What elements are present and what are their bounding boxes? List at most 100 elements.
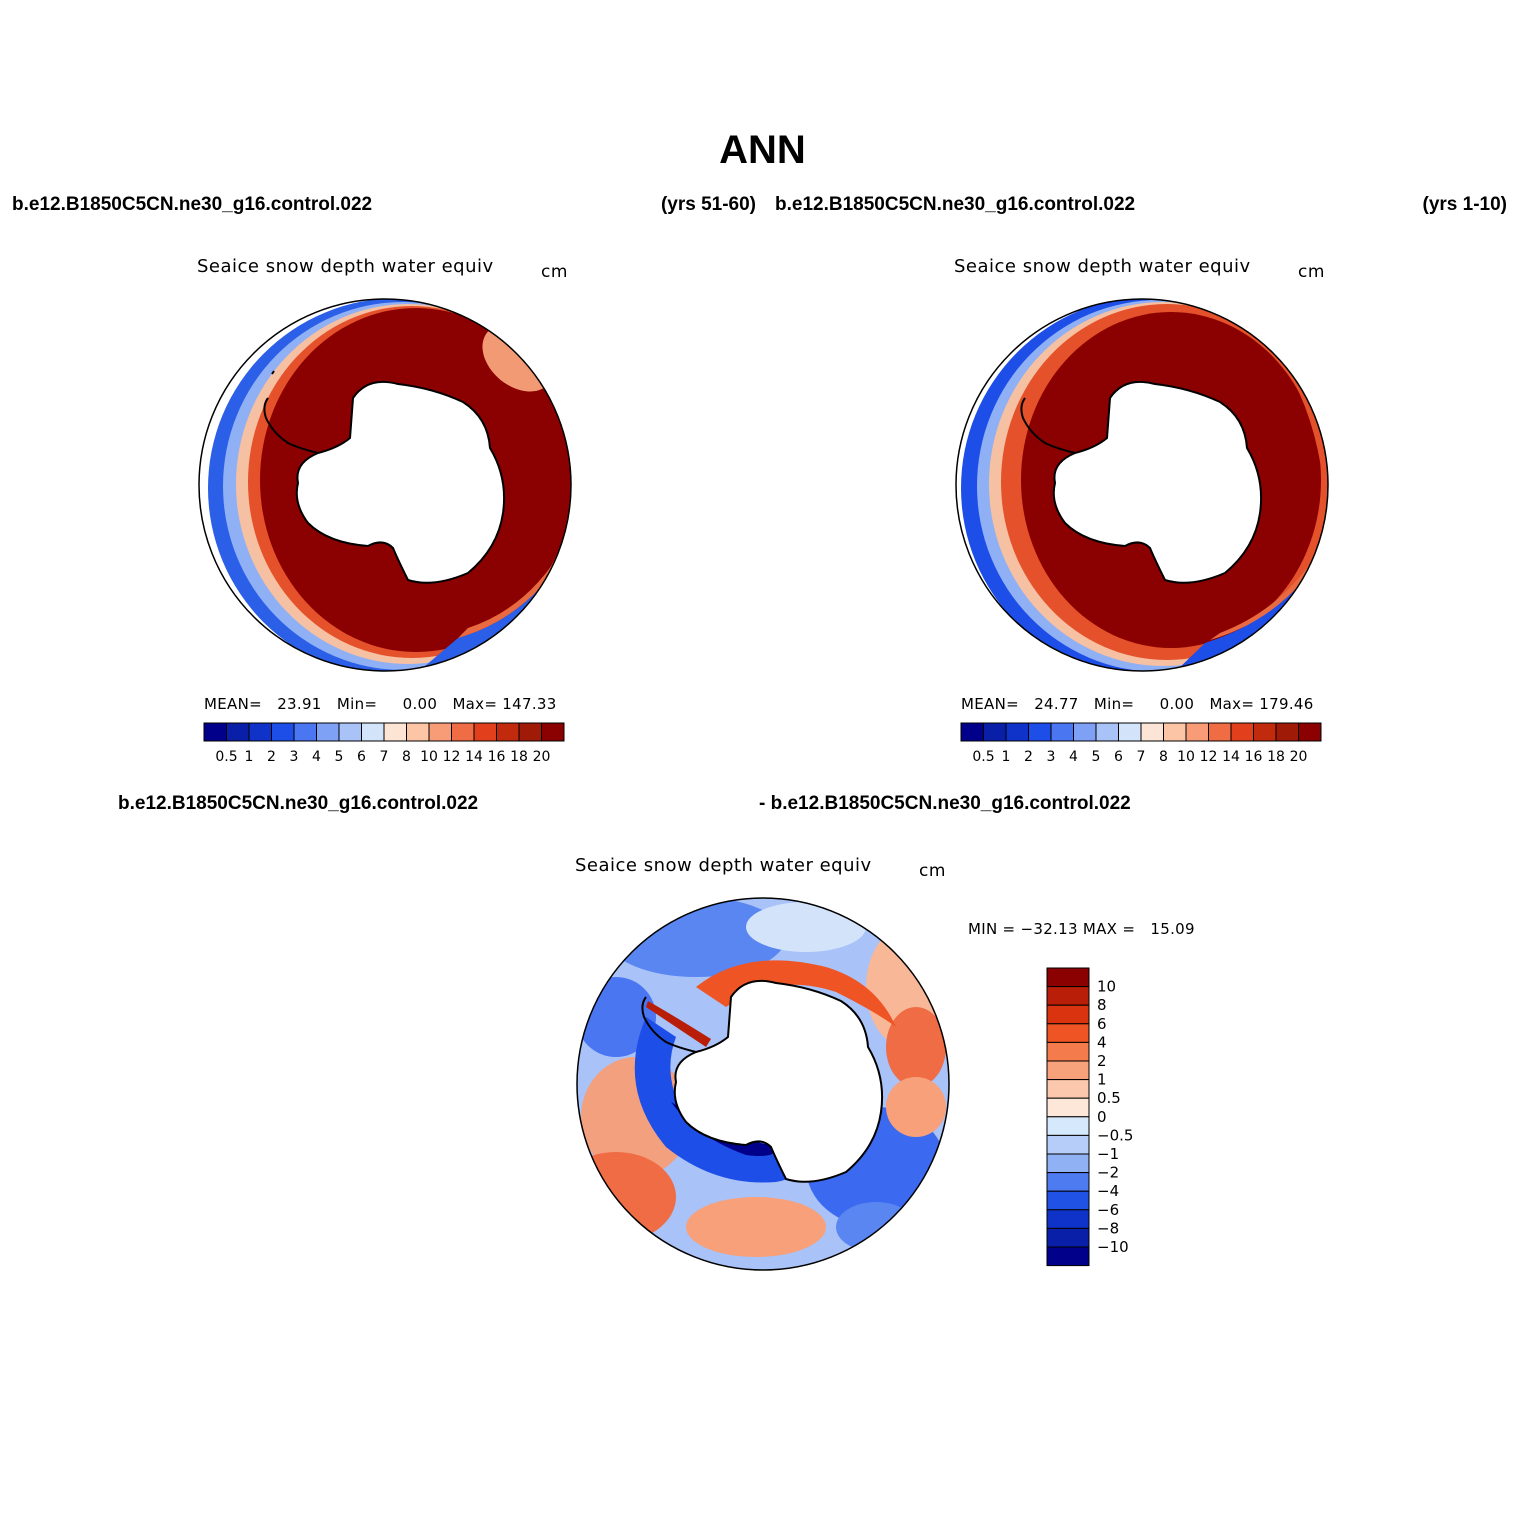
diff-case-name-a: b.e12.B1850C5CN.ne30_g16.control.022 — [118, 793, 479, 814]
colorbar-swatch — [496, 722, 520, 742]
colorbar-swatch — [1253, 722, 1277, 742]
figure-title: ANN — [719, 128, 806, 172]
colorbar-swatch — [451, 722, 475, 742]
colorbar-swatch — [1050, 722, 1074, 742]
panel1-case-name: b.e12.B1850C5CN.ne30_g16.control.022 — [12, 194, 373, 215]
colorbar-tick-label: 10 — [420, 749, 438, 765]
colorbar-tick-label: −1 — [1097, 1145, 1119, 1163]
panel2-case-name: b.e12.B1850C5CN.ne30_g16.control.022 — [775, 194, 1136, 215]
colorbar-swatch — [1046, 1153, 1090, 1174]
colorbar-tick-label: 14 — [465, 749, 483, 765]
colorbar-tick-label: 7 — [380, 749, 389, 765]
diff-case-name-b: - b.e12.B1850C5CN.ne30_g16.control.022 — [759, 793, 1131, 814]
antarctica-landmass — [1052, 380, 1263, 584]
colorbar-tick-label: 16 — [1245, 749, 1263, 765]
colorbar-swatch — [1046, 967, 1090, 988]
colorbar-tick-label: 1 — [1097, 1071, 1107, 1089]
panel1-polar-map — [198, 298, 572, 672]
colorbar-tick-label: 6 — [1114, 749, 1123, 765]
colorbar-tick-label: 10 — [1177, 749, 1195, 765]
colorbar-swatch — [383, 722, 407, 742]
colorbar-swatch — [1046, 1004, 1090, 1025]
colorbar-tick-label: 2 — [1097, 1052, 1107, 1070]
colorbar-swatch — [1046, 1116, 1090, 1136]
colorbar-tick-label: 1 — [245, 749, 254, 765]
colorbar-tick-label: 6 — [357, 749, 366, 765]
colorbar-tick-label: 18 — [1267, 749, 1285, 765]
colorbar-swatch — [541, 722, 565, 742]
colorbar-swatch — [1046, 1079, 1090, 1099]
colorbar-swatch — [1208, 722, 1232, 742]
panel2-units: cm — [1298, 262, 1325, 282]
colorbar-swatch — [1046, 1023, 1090, 1043]
colorbar-swatch — [203, 722, 227, 742]
panel2-stats: MEAN= 24.77 Min= 0.00 Max= 179.46 — [961, 695, 1314, 713]
colorbar-swatch — [1046, 986, 1090, 1006]
colorbar-swatch — [271, 722, 295, 742]
difference-polar-map — [576, 897, 950, 1271]
colorbar-tick-label: −8 — [1097, 1219, 1119, 1237]
colorbar-tick-label: 20 — [533, 749, 551, 765]
colorbar-swatch — [1028, 722, 1052, 742]
colorbar-swatch — [1005, 722, 1029, 742]
colorbar-tick-label: 2 — [267, 749, 276, 765]
colorbar-swatch — [473, 722, 497, 742]
colorbar-tick-label: 3 — [1047, 749, 1056, 765]
colorbar-swatch — [1046, 1041, 1090, 1062]
colorbar-tick-label: 0.5 — [215, 749, 237, 765]
panel2-plot-title: Seaice snow depth water equiv — [954, 256, 1251, 277]
colorbar-tick-label: 3 — [290, 749, 299, 765]
colorbar-swatch — [1046, 1172, 1090, 1192]
colorbar-tick-label: −0.5 — [1097, 1126, 1133, 1144]
colorbar-tick-label: 16 — [488, 749, 506, 765]
colorbar-tick-label: −6 — [1097, 1201, 1119, 1219]
colorbar-swatch — [518, 722, 542, 742]
colorbar-swatch — [1073, 722, 1097, 742]
colorbar-swatch — [338, 722, 362, 742]
colorbar-tick-label: 10 — [1097, 978, 1116, 996]
colorbar-tick-label: 12 — [443, 749, 461, 765]
colorbar-swatch — [1046, 1246, 1090, 1267]
colorbar-tick-label: 8 — [1097, 996, 1107, 1014]
colorbar-tick-label: 2 — [1024, 749, 1033, 765]
colorbar-tick-label: 4 — [1069, 749, 1078, 765]
colorbar-tick-label: 14 — [1222, 749, 1240, 765]
panel1-colorbar: 0.5 1 2 3 4 5 6 7 8 10 12 14 16 18 20 — [203, 722, 565, 765]
colorbar-swatch — [1046, 1060, 1090, 1081]
panel2-colorbar: 0.5 1 2 3 4 5 6 7 8 10 12 14 16 18 20 — [960, 722, 1322, 765]
colorbar-swatch — [1163, 722, 1187, 742]
colorbar-swatch — [1185, 722, 1209, 742]
colorbar-tick-label: 0.5 — [972, 749, 994, 765]
colorbar-swatch — [1230, 722, 1254, 742]
colorbar-swatch — [1118, 722, 1142, 742]
antarctica-landmass — [673, 979, 884, 1183]
colorbar-tick-label: 0 — [1097, 1108, 1107, 1126]
colorbar-swatch — [1275, 722, 1299, 742]
colorbar-tick-label: 4 — [1097, 1033, 1107, 1051]
colorbar-swatch — [361, 722, 385, 742]
panel2-polar-map — [955, 298, 1329, 672]
panel1-units: cm — [541, 262, 568, 282]
colorbar-swatch — [406, 722, 430, 742]
colorbar-tick-label: −4 — [1097, 1182, 1119, 1200]
panel1-plot-title: Seaice snow depth water equiv — [197, 256, 494, 277]
diff-units: cm — [919, 861, 946, 881]
colorbar-swatch — [428, 722, 452, 742]
colorbar-swatch — [293, 722, 317, 742]
antarctica-landmass — [295, 380, 506, 584]
colorbar-swatch — [316, 722, 340, 742]
colorbar-tick-label: 5 — [335, 749, 344, 765]
panel2-years: (yrs 1-10) — [1422, 194, 1508, 215]
colorbar-swatch — [1046, 1227, 1090, 1248]
colorbar-tick-label: 5 — [1092, 749, 1101, 765]
colorbar-swatch — [1046, 1097, 1090, 1118]
colorbar-tick-label: 12 — [1200, 749, 1218, 765]
colorbar-tick-label: 7 — [1137, 749, 1146, 765]
colorbar-swatch — [1095, 722, 1119, 742]
colorbar-swatch — [1046, 1134, 1090, 1155]
diff-plot-title: Seaice snow depth water equiv — [575, 855, 872, 876]
colorbar-swatch — [226, 722, 250, 742]
colorbar-tick-label: 6 — [1097, 1015, 1107, 1033]
colorbar-tick-label: 0.5 — [1097, 1089, 1121, 1107]
